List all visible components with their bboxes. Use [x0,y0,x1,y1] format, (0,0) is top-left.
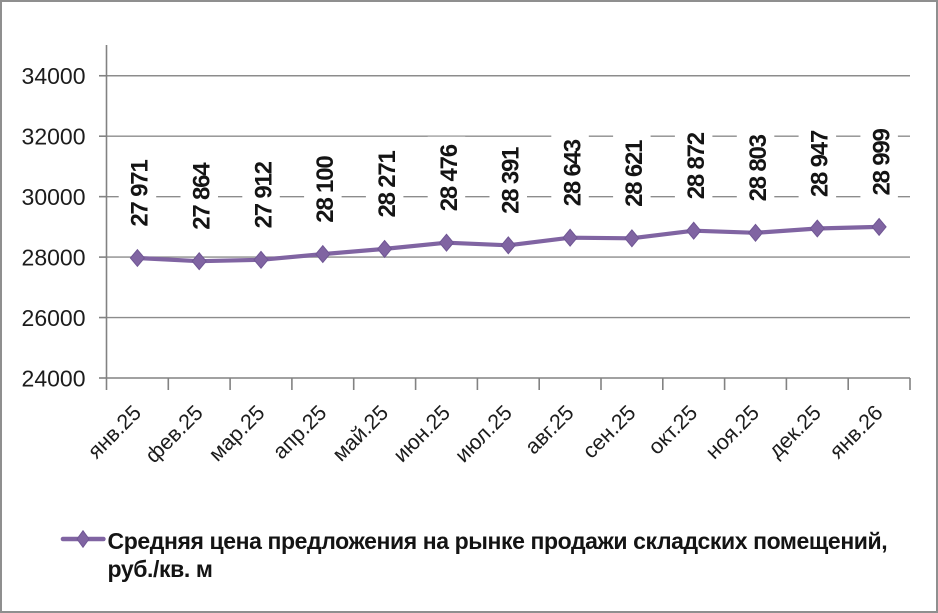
svg-text:28 947: 28 947 [807,130,834,197]
svg-text:28 476: 28 476 [436,144,463,211]
svg-text:28 872: 28 872 [683,132,710,199]
svg-text:28 803: 28 803 [745,134,772,201]
svg-text:27 864: 27 864 [189,162,216,230]
svg-text:30000: 30000 [22,184,86,210]
svg-text:28 271: 28 271 [374,150,401,217]
svg-text:27 971: 27 971 [127,160,154,227]
svg-text:32000: 32000 [22,124,86,150]
svg-text:28 100: 28 100 [312,156,339,223]
svg-text:28 643: 28 643 [559,139,586,206]
svg-text:28 999: 28 999 [868,128,895,195]
svg-text:24000: 24000 [22,365,86,391]
svg-text:34000: 34000 [22,63,86,89]
svg-text:Средняя цена предложения на ры: Средняя цена предложения на рынке продаж… [108,528,888,554]
svg-text:28 621: 28 621 [621,140,648,207]
svg-text:28 391: 28 391 [498,147,525,214]
svg-text:27 912: 27 912 [250,161,277,228]
svg-text:руб./кв. м: руб./кв. м [108,556,213,582]
svg-text:26000: 26000 [22,305,86,331]
svg-text:28000: 28000 [22,245,86,271]
